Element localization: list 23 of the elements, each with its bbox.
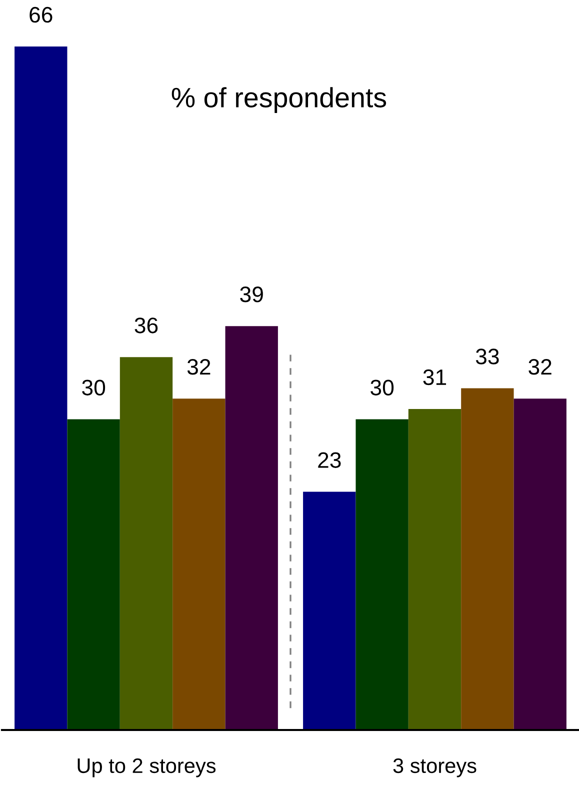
bar	[67, 419, 120, 730]
x-tick-label: 3 storeys	[393, 758, 476, 778]
data-label: 66	[30, 6, 52, 23]
bar	[514, 398, 566, 730]
bar	[14, 46, 68, 730]
data-label: 36	[134, 318, 158, 334]
bar	[120, 357, 173, 730]
bar	[225, 326, 278, 730]
data-label: 31	[423, 369, 446, 386]
data-label: 23	[318, 452, 341, 468]
bar	[461, 388, 514, 730]
bar	[172, 398, 226, 730]
bar	[408, 408, 462, 730]
data-label: 39	[240, 286, 263, 302]
data-label: 33	[476, 348, 499, 364]
text: % of respondents	[172, 87, 386, 113]
data-label: 30	[82, 380, 106, 396]
data-label: 32	[528, 359, 552, 375]
data-label: 32	[187, 359, 210, 375]
bar	[356, 419, 408, 730]
bar	[303, 492, 356, 730]
data-label: 30	[370, 380, 394, 396]
x-tick-label: Up to 2 storeys	[78, 758, 216, 778]
